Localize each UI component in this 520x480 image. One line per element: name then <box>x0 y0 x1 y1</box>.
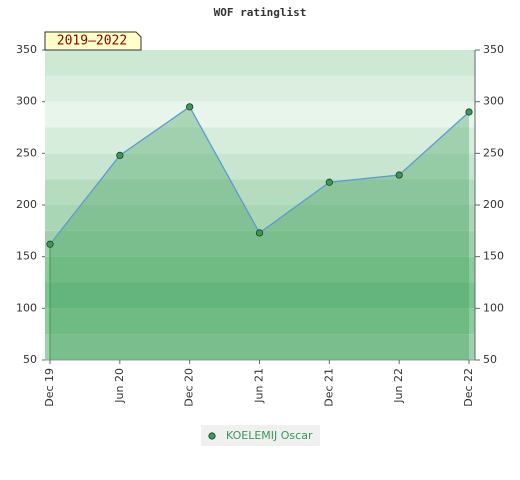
y2-tick-label: 250 <box>483 146 504 159</box>
annotation: 2019–2022 <box>44 31 142 51</box>
annotation-text: 2019–2022 <box>57 34 127 49</box>
y-tick-label: 200 <box>16 198 37 211</box>
point <box>46 240 54 248</box>
background-band <box>45 127 475 154</box>
background-band <box>45 256 475 283</box>
background-band <box>45 205 475 231</box>
point <box>255 229 264 237</box>
point <box>465 108 473 116</box>
x-tick-label: Dec 19 <box>43 368 56 407</box>
background-band <box>45 308 475 335</box>
chart-title: WOF ratinglist <box>214 6 307 19</box>
point <box>325 178 333 186</box>
x-tick-label: Jun 21 <box>253 368 266 404</box>
y2-tick-label: 350 <box>483 43 504 56</box>
y-tick-label: 350 <box>16 43 37 56</box>
x-tick-label: Dec 21 <box>322 368 335 407</box>
background-band <box>45 101 475 128</box>
background-band <box>45 334 475 360</box>
y-tick-label: 250 <box>16 146 37 159</box>
point <box>395 171 403 179</box>
y2-tick-label: 300 <box>483 95 504 108</box>
point <box>186 103 194 111</box>
x-tick-label: Jun 22 <box>392 368 405 404</box>
y-tick-label: 50 <box>23 353 37 366</box>
background-band <box>45 153 475 180</box>
y-tick-label: 150 <box>16 250 37 263</box>
y2-tick-label: 50 <box>483 353 497 366</box>
legend-box <box>201 425 320 446</box>
y-tick-label: 100 <box>16 301 37 314</box>
background-band <box>45 50 475 76</box>
x-tick-label: Dec 22 <box>462 368 475 407</box>
y2-tick-label: 150 <box>483 250 504 263</box>
legend-marker <box>208 432 216 440</box>
y2-tick-label: 200 <box>483 198 504 211</box>
background-band <box>45 282 475 309</box>
y-tick-label: 300 <box>16 95 37 108</box>
annotation-box <box>44 31 142 51</box>
legend: KOELEMIJ Oscar <box>201 425 320 446</box>
point <box>116 151 124 159</box>
x-tick-label: Dec 20 <box>183 368 196 407</box>
background-band <box>45 179 475 205</box>
y2-tick-label: 100 <box>483 301 504 314</box>
legend-label: KOELEMIJ Oscar <box>226 429 313 442</box>
x-tick-label: Jun 20 <box>113 368 126 404</box>
background-band <box>45 75 475 102</box>
